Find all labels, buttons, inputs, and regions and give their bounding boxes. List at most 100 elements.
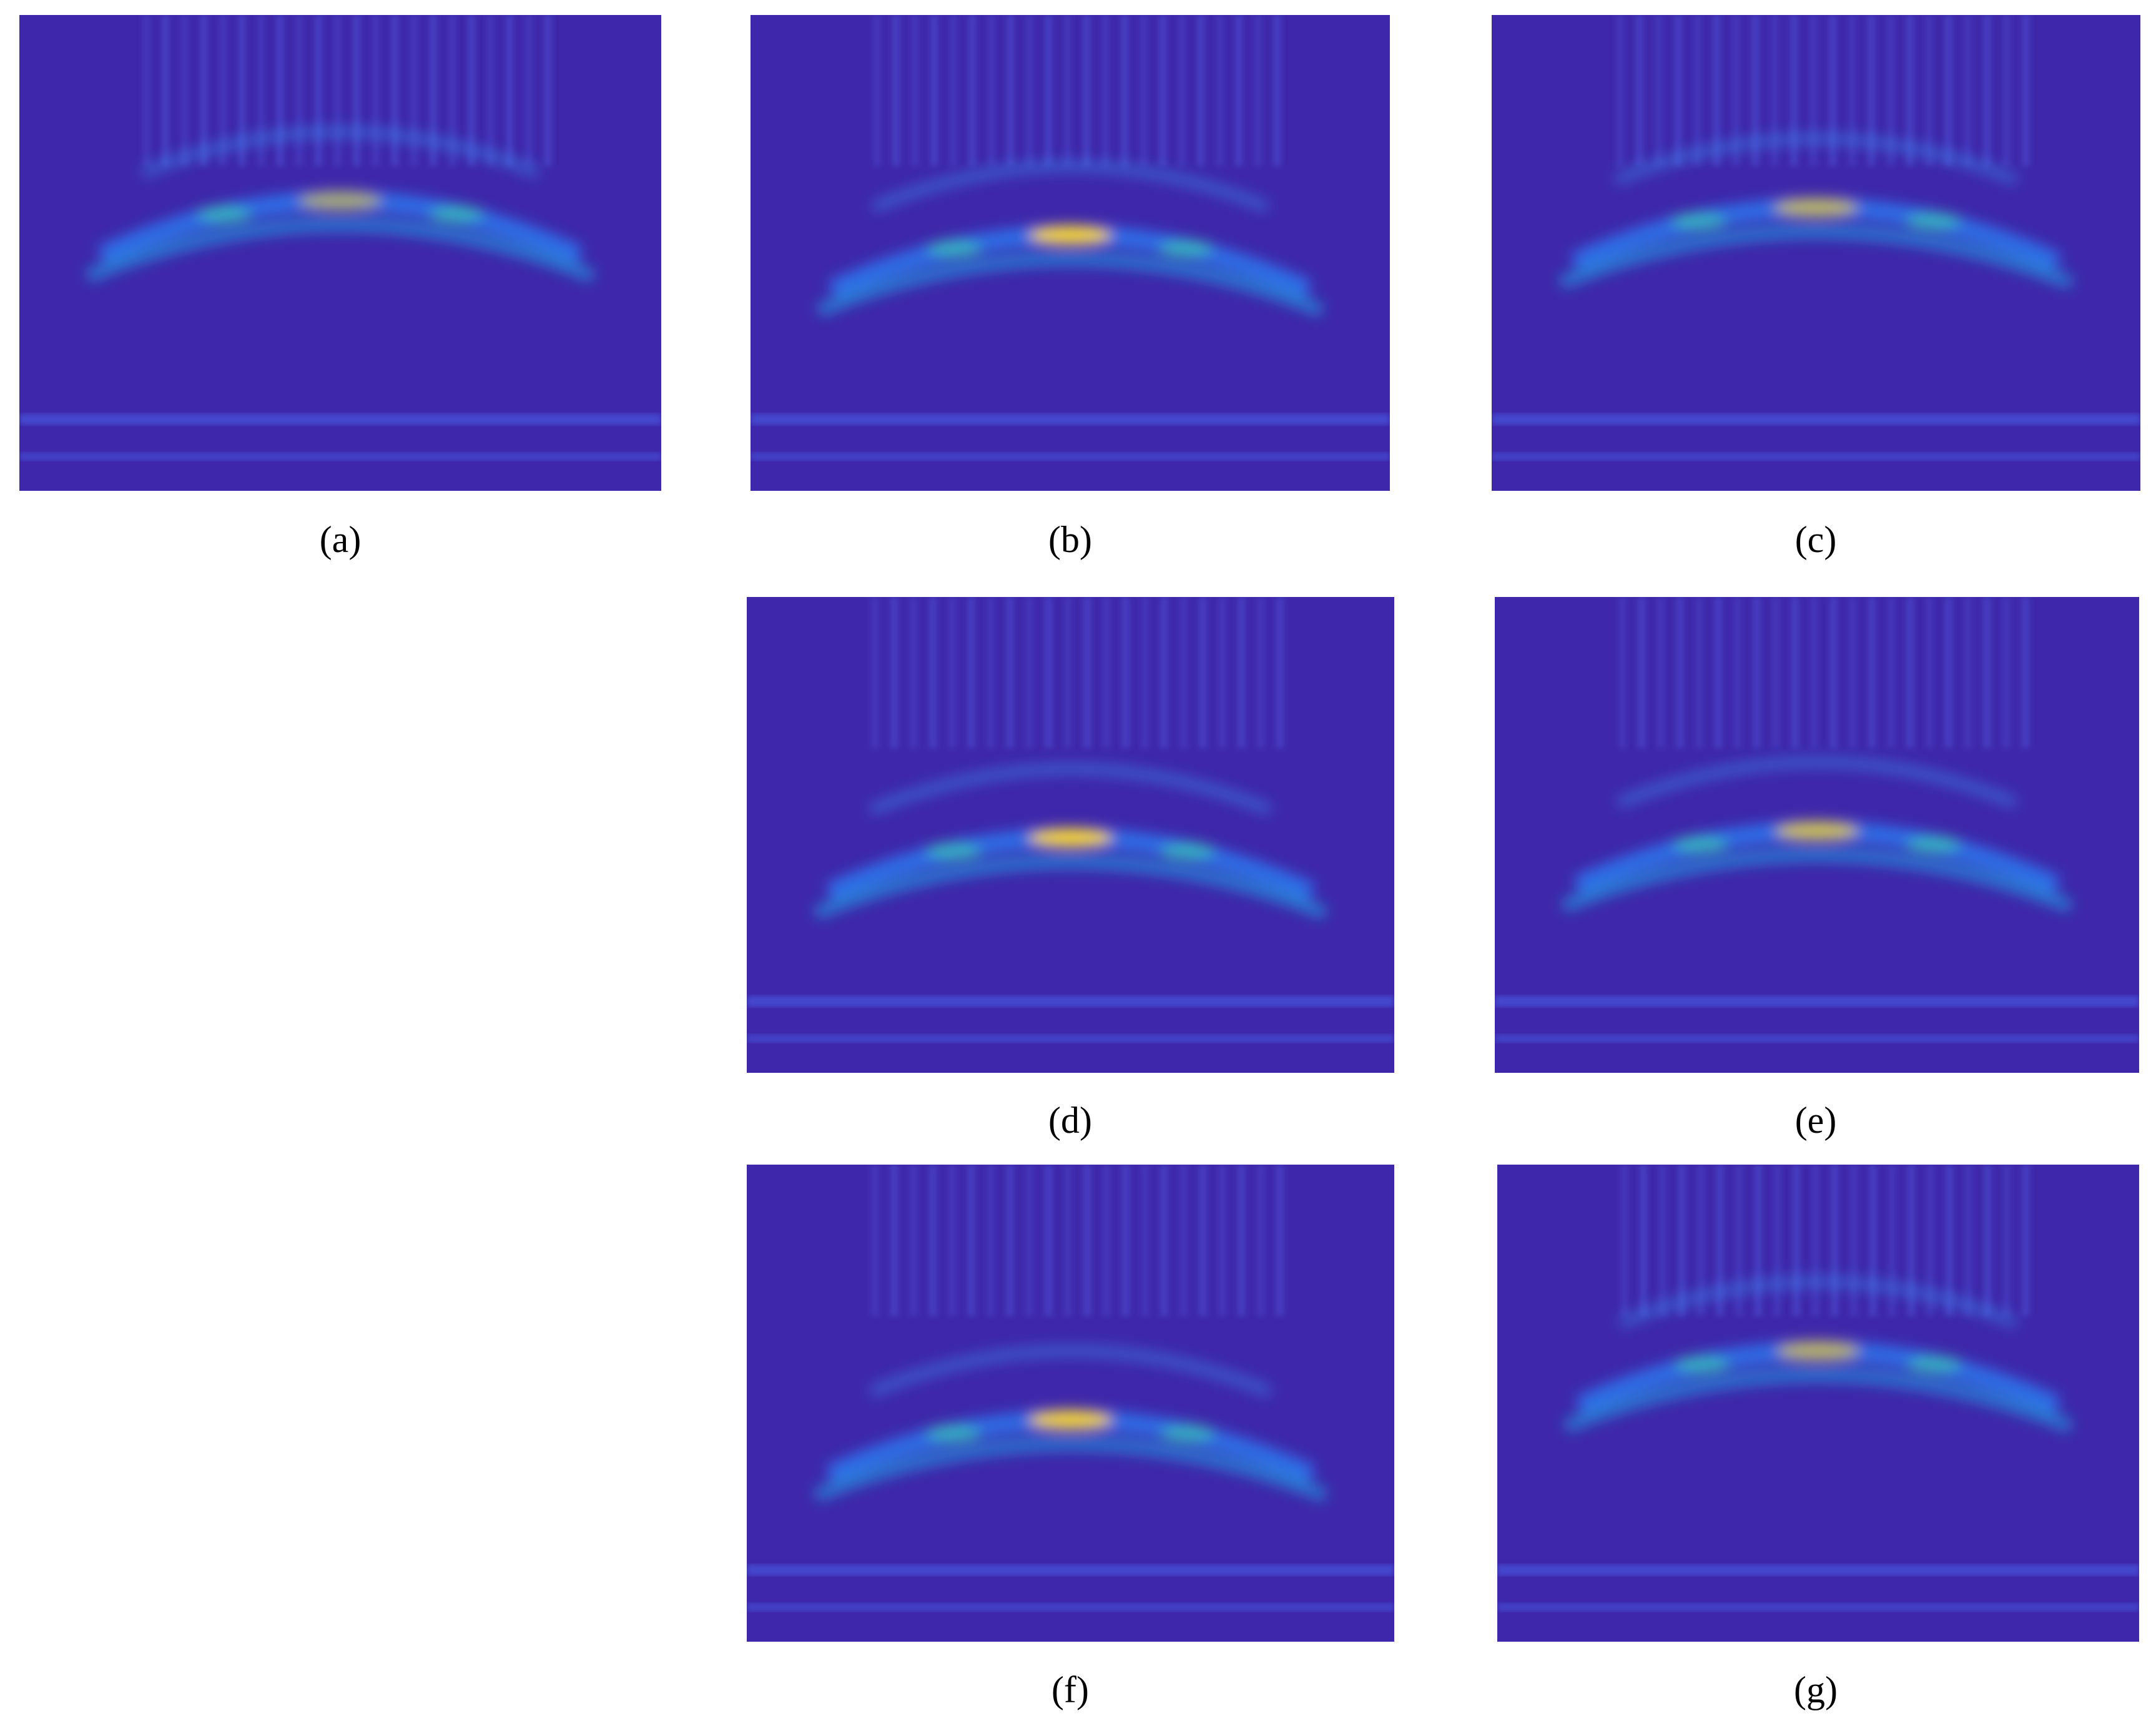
stripe [909, 597, 918, 749]
stripe [1925, 15, 1934, 167]
stripe [1658, 1165, 1667, 1316]
arcs [813, 763, 1328, 920]
arc [1618, 1276, 2019, 1329]
stripe [1677, 1165, 1686, 1316]
stripe [1044, 597, 1053, 749]
peak [1907, 1356, 1962, 1373]
stripe [1159, 1165, 1169, 1316]
band [747, 1034, 1394, 1043]
stripe [1063, 1165, 1072, 1316]
stripe [948, 597, 957, 749]
stripe [1237, 597, 1246, 749]
stripe [1025, 597, 1033, 749]
stripe [1848, 597, 1857, 749]
panel-label: (c) [1794, 519, 1837, 560]
stripe [1121, 1165, 1130, 1316]
peak [1673, 836, 1728, 853]
stripe [1886, 597, 1896, 749]
stripe [1276, 1165, 1284, 1316]
stripe [1005, 597, 1015, 749]
peak [1029, 1410, 1112, 1429]
stripe [1083, 1165, 1091, 1316]
stripe [909, 1165, 918, 1316]
stripe [2021, 597, 2030, 749]
stripe [890, 597, 898, 749]
spectrogram-image [751, 15, 1390, 491]
stripe [352, 15, 361, 167]
stripe [1254, 15, 1263, 167]
band [1497, 1603, 2139, 1612]
panel-label: (f) [1051, 1669, 1089, 1710]
panel-label: (a) [319, 519, 362, 560]
stripe [1198, 1165, 1207, 1316]
arc [140, 126, 541, 179]
stripe [1731, 15, 1740, 167]
stripe [1925, 597, 1934, 749]
stripe [1218, 1165, 1226, 1316]
texture [870, 1165, 1284, 1316]
stripe [2021, 1165, 2030, 1316]
texture [873, 15, 1281, 167]
stripe [1907, 1165, 1916, 1316]
stripe [1063, 15, 1072, 167]
band [1492, 452, 2140, 461]
peak [1776, 821, 1858, 841]
stripe [486, 15, 495, 167]
stripe [1083, 597, 1091, 749]
stripe [1849, 1165, 1858, 1316]
stripe [410, 15, 418, 167]
stripe [1829, 597, 1838, 749]
peak [299, 190, 381, 210]
stripe [1944, 597, 1953, 749]
stripe [986, 1165, 995, 1316]
stripe [199, 15, 208, 167]
stripe [276, 15, 285, 167]
stripe [1906, 597, 1914, 749]
stripe [1886, 15, 1895, 167]
stripe [1256, 597, 1265, 749]
stripe [1714, 597, 1723, 749]
stripe [1620, 1165, 1628, 1316]
panel-label: (e) [1794, 1100, 1837, 1141]
stripe [1693, 15, 1702, 167]
stripe [1005, 1165, 1015, 1316]
peak [429, 206, 484, 223]
stripe [1237, 1165, 1246, 1316]
stripe [1120, 15, 1129, 167]
spectrogram-image [1495, 597, 2139, 1073]
stripe [1218, 597, 1226, 749]
stripe [1673, 15, 1683, 167]
stripe [1848, 15, 1856, 167]
stripe [1752, 597, 1761, 749]
stripe [2002, 597, 2011, 749]
band [751, 413, 1390, 425]
spectrogram-image [1492, 15, 2140, 491]
stripe [928, 597, 937, 749]
band [747, 995, 1394, 1007]
stripe [870, 1165, 879, 1316]
stripe [1102, 597, 1111, 749]
stripe [1810, 597, 1819, 749]
stripe [1082, 15, 1091, 167]
stripe [1791, 597, 1799, 749]
stripe [892, 15, 900, 167]
stripe [1615, 15, 1625, 167]
arcs [85, 126, 596, 283]
stripe [1006, 15, 1015, 167]
stripe [948, 1165, 957, 1316]
stripe [1272, 15, 1281, 167]
stripe [1101, 15, 1110, 167]
stripe [1025, 1165, 1033, 1316]
stripe [1196, 15, 1205, 167]
arc [1558, 224, 2074, 290]
stripe [1141, 597, 1149, 749]
stripe [1712, 15, 1721, 167]
band [1497, 1564, 2139, 1576]
stripe [1828, 15, 1837, 167]
arc [1613, 133, 2019, 185]
band [19, 452, 661, 461]
stripe [161, 15, 170, 167]
stripe [1637, 597, 1646, 749]
stripe [1868, 597, 1876, 749]
peak [1775, 197, 1858, 217]
